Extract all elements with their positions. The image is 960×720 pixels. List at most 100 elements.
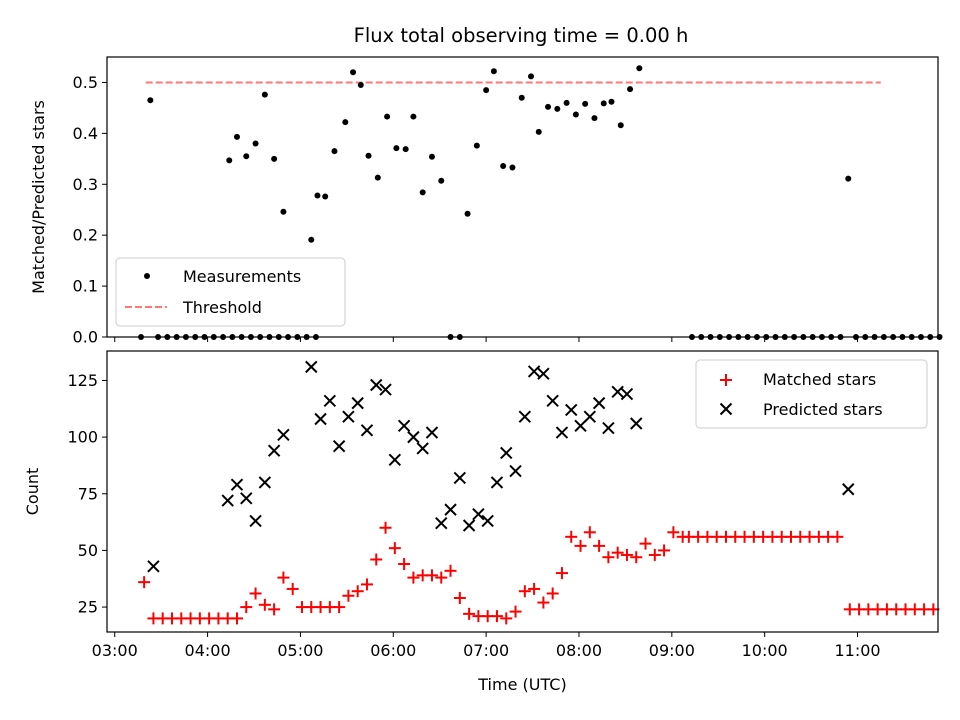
bottom-xtick-label: 06:00 xyxy=(370,641,416,660)
predicted-star-marker xyxy=(388,453,402,466)
predicted-star-marker xyxy=(602,421,615,435)
measurement-point xyxy=(545,103,552,110)
bottom-plot: 25 50 75 100 125 03:00 04:00 05:00 06:00 07:00 08:… xyxy=(23,350,940,694)
predicted-star-marker xyxy=(397,419,411,432)
matched-star-marker xyxy=(240,601,253,614)
predicted-star-marker-b xyxy=(630,417,643,430)
matched-star-marker xyxy=(518,585,531,598)
predicted-star-marker xyxy=(323,394,337,408)
predicted-star-marker-b xyxy=(305,360,318,374)
predicted-star-marker-b xyxy=(462,519,476,532)
legend-label-threshold: Threshold xyxy=(182,298,262,317)
matched-star-marker xyxy=(574,539,587,552)
top-legend-box xyxy=(115,257,346,327)
predicted-star-marker xyxy=(416,442,429,455)
matched-star-marker xyxy=(528,582,541,595)
top-plot-frame xyxy=(106,56,939,338)
top-ytick-label: 0.2 xyxy=(73,226,98,245)
predicted-star-marker xyxy=(221,494,234,507)
predicted-star-marker-b xyxy=(444,503,457,516)
predicted-star-marker-b xyxy=(314,412,327,426)
matched-star-marker xyxy=(138,576,151,589)
matched-star-marker xyxy=(333,601,346,614)
measurement-point xyxy=(518,94,525,101)
measurement-point xyxy=(233,133,240,140)
predicted-star-marker xyxy=(518,410,532,423)
predicted-star-marker-b xyxy=(527,365,541,378)
predicted-star-marker-b xyxy=(277,428,290,442)
top-ytick-label: 0.5 xyxy=(73,73,98,92)
predicted-star-marker xyxy=(240,492,253,505)
predicted-star-marker-b xyxy=(537,367,550,380)
matched-star-marker xyxy=(546,587,559,600)
matched-star-marker xyxy=(249,587,262,600)
measurement-point xyxy=(342,119,349,126)
predicted-star-marker-b xyxy=(407,430,420,444)
predicted-star-marker xyxy=(630,417,643,430)
predicted-star-marker xyxy=(490,476,504,489)
predicted-star-marker-b xyxy=(472,507,485,521)
matched-star-marker xyxy=(286,582,299,595)
measurement-point xyxy=(365,152,372,159)
predicted-star-marker xyxy=(370,378,383,392)
measurement-point xyxy=(490,68,497,75)
matched-star-marker xyxy=(620,548,633,561)
measurement-point xyxy=(528,73,535,80)
bottom-xtick-label: 03:00 xyxy=(92,641,138,660)
measurement-point xyxy=(243,153,250,160)
predicted-star-marker-b xyxy=(842,483,855,496)
bottom-xtick-label: 07:00 xyxy=(463,641,509,660)
matched-star-marker xyxy=(667,526,680,539)
bottom-ytick-label: 100 xyxy=(67,428,98,447)
predicted-star-marker xyxy=(435,517,448,530)
predicted-star-marker xyxy=(546,394,559,408)
predicted-star-marker xyxy=(258,476,272,489)
predicted-star-marker-b xyxy=(342,410,355,423)
bottom-ytick-label: 50 xyxy=(78,541,98,560)
bottom-ytick-label: 125 xyxy=(67,371,98,390)
bottom-xtick-label: 10:00 xyxy=(742,641,788,660)
predicted-star-marker xyxy=(351,396,364,410)
predicted-star-marker-b xyxy=(611,385,624,398)
measurement-point xyxy=(419,189,426,196)
predicted-star-marker xyxy=(574,419,587,432)
measurement-point xyxy=(636,65,643,72)
matched-star-marker xyxy=(435,571,448,584)
measurement-point xyxy=(384,113,391,120)
predicted-star-marker-b xyxy=(388,453,402,466)
predicted-star-marker-b xyxy=(592,396,606,410)
predicted-star-marker xyxy=(360,424,374,437)
predicted-star-marker xyxy=(592,396,606,410)
matched-star-marker xyxy=(509,605,522,618)
predicted-star-marker-b xyxy=(518,410,532,423)
predicted-star-marker-b xyxy=(509,464,522,478)
matched-star-marker xyxy=(360,578,373,591)
measurement-point xyxy=(147,97,154,104)
measurement-point xyxy=(473,142,480,149)
predicted-star-marker-b xyxy=(583,410,597,423)
measurement-point xyxy=(374,174,381,181)
predicted-star-marker-b xyxy=(323,394,337,408)
bottom-xtick-label: 08:00 xyxy=(556,641,602,660)
bottom-xlabel: Time (UTC) xyxy=(477,675,566,694)
predicted-star-marker-b xyxy=(379,383,392,396)
predicted-star-marker xyxy=(230,478,244,491)
bottom-legend: Matched stars Predicted stars xyxy=(695,359,928,429)
measurement-point xyxy=(464,210,471,217)
measurement-point xyxy=(600,100,607,107)
measurement-point xyxy=(350,69,357,76)
matched-star-marker xyxy=(258,598,271,611)
predicted-star-marker xyxy=(277,428,290,442)
predicted-star-marker xyxy=(314,412,327,426)
predicted-star-marker-b xyxy=(602,421,615,435)
bottom-xtick-label: 05:00 xyxy=(277,641,323,660)
matched-star-marker xyxy=(927,603,940,616)
matched-star-marker xyxy=(268,603,281,616)
legend-label-predicted: Predicted stars xyxy=(763,400,883,419)
predicted-star-marker-b xyxy=(500,446,513,460)
matched-star-marker xyxy=(537,596,550,609)
predicted-star-marker xyxy=(332,439,346,453)
matched-star-marker xyxy=(831,530,844,543)
predicted-star-marker-b xyxy=(574,419,587,432)
